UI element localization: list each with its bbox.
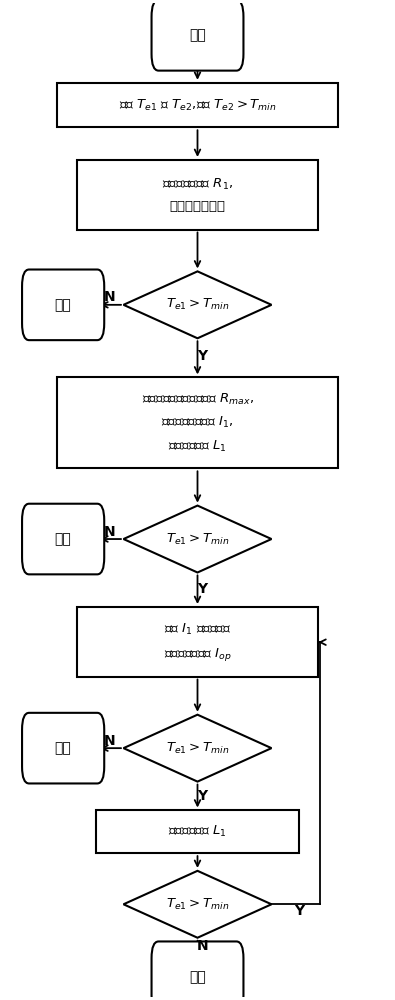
FancyBboxPatch shape	[152, 941, 243, 1000]
Text: N: N	[103, 290, 115, 304]
FancyBboxPatch shape	[152, 0, 243, 71]
Polygon shape	[124, 871, 271, 938]
Text: 结束: 结束	[55, 741, 71, 755]
Text: 中间挡板上升 $L_1$: 中间挡板上升 $L_1$	[168, 824, 227, 839]
Text: $T_{e1}>T_{min}$: $T_{e1}>T_{min}$	[166, 741, 229, 756]
Polygon shape	[124, 715, 271, 782]
Text: N: N	[103, 525, 115, 539]
FancyBboxPatch shape	[57, 377, 338, 468]
Text: N: N	[103, 734, 115, 748]
FancyBboxPatch shape	[77, 160, 318, 230]
FancyBboxPatch shape	[22, 713, 104, 783]
FancyBboxPatch shape	[22, 504, 104, 574]
FancyBboxPatch shape	[57, 83, 338, 127]
Text: Y: Y	[197, 349, 207, 363]
Text: 压缩机转速调至最大转速 $R_{max}$,
半导体制冷片通电 $I_1$,
中间挡板上升 $L_1$: 压缩机转速调至最大转速 $R_{max}$, 半导体制冷片通电 $I_1$, 中…	[141, 391, 254, 454]
Text: 开始: 开始	[189, 28, 206, 42]
Text: 压缩机启动转速 $R_1$,
半导体制冷断电: 压缩机启动转速 $R_1$, 半导体制冷断电	[162, 177, 233, 213]
Text: 增大 $I_1$ 至最大制冷
量工况对应电流 $I_{op}$: 增大 $I_1$ 至最大制冷 量工况对应电流 $I_{op}$	[164, 622, 231, 663]
FancyBboxPatch shape	[77, 607, 318, 677]
Text: $T_{e1}>T_{min}$: $T_{e1}>T_{min}$	[166, 531, 229, 547]
FancyBboxPatch shape	[22, 270, 104, 340]
Text: Y: Y	[294, 904, 304, 918]
Text: 结束: 结束	[55, 298, 71, 312]
Text: Y: Y	[197, 582, 207, 596]
Text: N: N	[196, 939, 208, 953]
Polygon shape	[124, 271, 271, 338]
Text: 设定 $T_{e1}$ 及 $T_{e2}$,其中 $T_{e2}>T_{min}$: 设定 $T_{e1}$ 及 $T_{e2}$,其中 $T_{e2}>T_{min…	[118, 97, 276, 113]
Text: 结束: 结束	[189, 970, 206, 984]
Text: $T_{e1}>T_{min}$: $T_{e1}>T_{min}$	[166, 897, 229, 912]
Text: 结束: 结束	[55, 532, 71, 546]
Text: Y: Y	[197, 789, 207, 803]
FancyBboxPatch shape	[96, 810, 299, 853]
Text: $T_{e1}>T_{min}$: $T_{e1}>T_{min}$	[166, 297, 229, 312]
Polygon shape	[124, 506, 271, 572]
